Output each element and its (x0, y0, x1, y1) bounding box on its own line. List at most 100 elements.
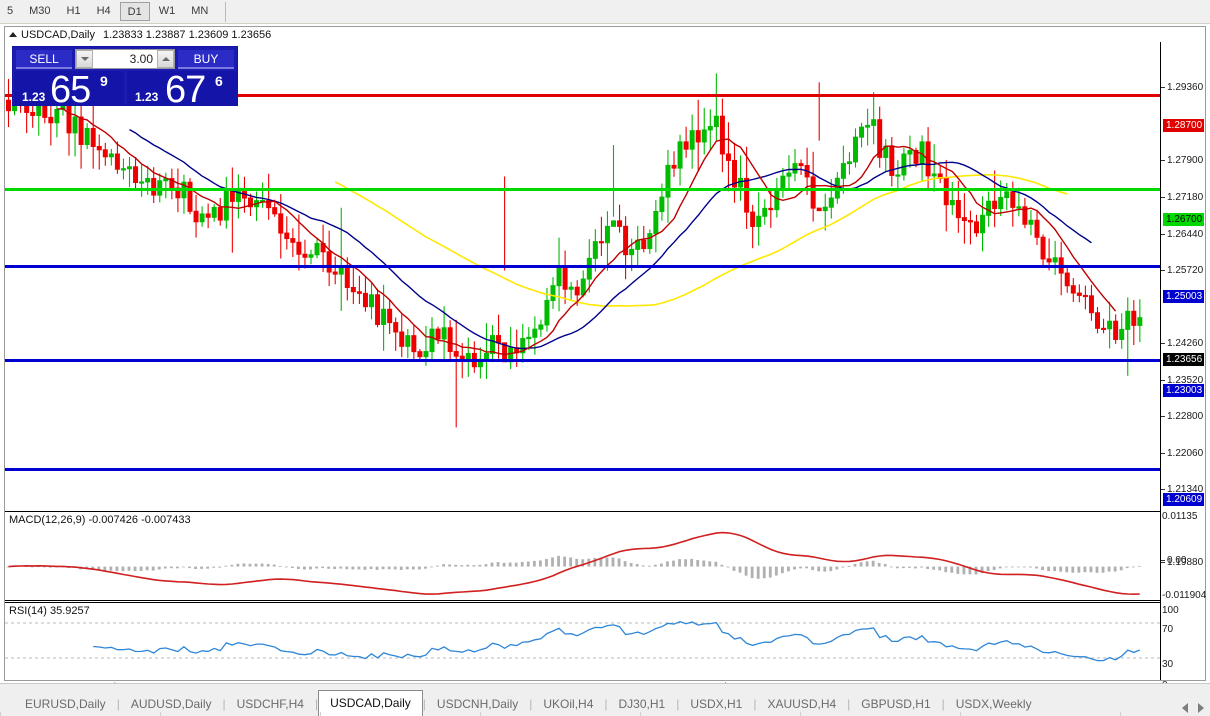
symbol-tab-xauusd-h4[interactable]: XAUUSD,H4 (767, 697, 837, 711)
volume-input[interactable]: 3.00 (75, 49, 175, 69)
timeframe-button-m30[interactable]: M30 (29, 5, 51, 17)
symbol-tab-eurusd-daily[interactable]: EURUSD,Daily (25, 697, 106, 711)
tab-scroll-left-icon[interactable] (1182, 703, 1188, 713)
macd-histogram-bar (460, 565, 464, 567)
volume-value[interactable]: 3.00 (129, 52, 153, 66)
toolbar-separator (225, 1, 227, 22)
candle-body (617, 220, 623, 227)
macd-histogram-bar (115, 566, 119, 572)
candlestick-series (6, 69, 1143, 428)
macd-histogram-bar (914, 566, 917, 569)
macd-histogram-bar (871, 560, 875, 567)
price-axis[interactable]: 1.29360 1.27900 1.27180 1.26440 1.25720 … (1161, 42, 1207, 691)
candle-body (629, 248, 635, 256)
timeframe-button-m15[interactable]: 5 (7, 5, 14, 17)
macd-histogram-bar (593, 557, 597, 567)
macd-histogram-bar (411, 566, 415, 570)
macd-histogram-bar (847, 566, 851, 567)
macd-histogram-bar (133, 566, 137, 572)
symbol-tab-dj30-h1[interactable]: DJ30,H1 (618, 697, 666, 711)
candle-body (738, 177, 744, 188)
candle-body (387, 308, 393, 324)
macd-histogram-bar (720, 564, 724, 567)
timeframe-button-h1[interactable]: H1 (66, 5, 81, 17)
candle-body (369, 294, 374, 308)
candle-body (562, 267, 568, 290)
candle-body (90, 127, 96, 148)
candle-body (453, 351, 459, 357)
volume-increase-icon[interactable] (157, 50, 174, 68)
candle-body (356, 291, 362, 294)
timeframe-button-mn[interactable]: MN (191, 5, 209, 17)
timeframe-toolbar: 5 M30 H1 H4 D1 W1 MN (0, 0, 1210, 24)
symbol-tab-usdcnh-daily[interactable]: USDCNH,Daily (436, 697, 519, 711)
candle-body (822, 206, 828, 212)
one-click-trading-panel[interactable]: SELL 3.00 BUY 1.23 65 9 1.23 67 6 (12, 46, 238, 106)
buy-price-display[interactable]: 1.23 67 6 (127, 71, 238, 106)
symbol-tab-audusd-daily[interactable]: AUDUSD,Daily (130, 697, 212, 711)
macd-histogram-bar (514, 562, 518, 567)
candle-body (961, 217, 967, 222)
tab-scroll-controls[interactable] (1182, 703, 1204, 713)
symbol-tab-ukoil-h4[interactable]: UKOil,H4 (543, 697, 594, 711)
candle-body (768, 207, 774, 211)
candle-body (707, 126, 713, 131)
macd-axis-tick: 0.01135 (1162, 511, 1198, 522)
candle-body (532, 328, 538, 338)
symbol-tab-usdx-weekly[interactable]: USDX,Weekly (955, 697, 1032, 711)
price-pane[interactable] (5, 42, 1160, 508)
macd-histogram-bar (526, 561, 530, 567)
macd-histogram-bar (641, 565, 645, 567)
candle-body (980, 214, 986, 234)
macd-pane[interactable]: MACD(12,26,9) -0.007426 -0.007433 (5, 511, 1160, 601)
collapse-triangle-icon[interactable] (9, 32, 17, 37)
symbol-tab-usdchf-h4[interactable]: USDCHF,H4 (236, 697, 304, 711)
level-line-support-1-23003[interactable] (5, 359, 1160, 362)
candle-body (205, 213, 211, 218)
sell-price-display[interactable]: 1.23 65 9 (14, 71, 124, 106)
rsi-pane[interactable]: RSI(14) 35.9257 (5, 602, 1160, 680)
buy-button[interactable]: BUY (178, 49, 234, 69)
axis-tick: 1.26440 (1161, 229, 1203, 240)
rsi-axis-tick: 30 (1162, 659, 1174, 670)
sell-button[interactable]: SELL (16, 49, 72, 69)
macd-histogram-bar (774, 566, 778, 576)
candle-body (732, 159, 737, 188)
tab-scroll-right-icon[interactable] (1198, 703, 1204, 713)
macd-histogram-bar (1047, 566, 1050, 572)
symbol-tab-usdx-h1[interactable]: USDX,H1 (690, 697, 743, 711)
candle-body (647, 233, 653, 250)
candle-body (96, 146, 102, 151)
timeframe-button-d1[interactable]: D1 (119, 2, 150, 21)
level-line-support-1-20609[interactable] (5, 468, 1160, 471)
candle-body (102, 149, 108, 158)
macd-histogram-bar (629, 563, 633, 567)
level-line-pivot-1-26700[interactable] (5, 188, 1160, 191)
candle-body (30, 111, 36, 116)
candle-body (1113, 320, 1119, 340)
macd-histogram-bar (581, 559, 585, 567)
candle-body (659, 196, 665, 213)
level-line-support-1-25003[interactable] (5, 265, 1160, 268)
macd-histogram-bar (932, 566, 936, 570)
symbol-tab-usdcad-daily[interactable]: USDCAD,Daily (318, 690, 423, 716)
timeframe-button-w1[interactable]: W1 (158, 5, 176, 17)
timeframe-button-h4[interactable]: H4 (96, 5, 111, 17)
macd-histogram-bar (545, 558, 548, 567)
level-line-resistance-1-28700[interactable] (5, 94, 1160, 97)
symbol-tab-gbpusd-h1[interactable]: GBPUSD,H1 (861, 697, 931, 711)
candle-body (780, 175, 786, 190)
macd-histogram-bar (260, 563, 264, 567)
macd-histogram-bar (605, 557, 609, 567)
macd-histogram-bar (732, 566, 736, 571)
volume-decrease-icon[interactable] (76, 50, 93, 68)
candle-body (865, 124, 871, 128)
tab-divider: | (422, 697, 426, 711)
macd-histogram-bar (1077, 566, 1081, 573)
candle-body (828, 197, 834, 208)
macd-histogram-bar (532, 560, 536, 567)
macd-histogram-bar (430, 566, 433, 568)
candle-body (435, 328, 441, 340)
macd-histogram-bar (938, 566, 942, 571)
macd-histogram-bar (557, 555, 560, 567)
